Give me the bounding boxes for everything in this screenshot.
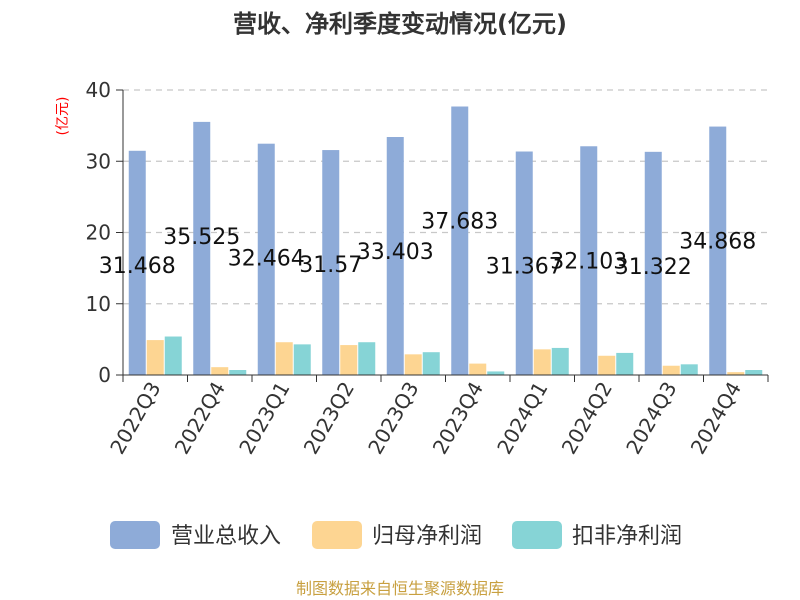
x-tick-label: 2024Q3 [621,378,681,459]
bar[interactable] [598,355,616,375]
data-label: 31.367 [486,255,563,280]
bar[interactable] [422,352,440,375]
chart-title: 营收、净利季度变动情况(亿元) [233,10,567,38]
bar[interactable] [551,347,569,375]
bar[interactable] [146,340,164,375]
bar[interactable] [727,372,745,375]
legend-swatch [512,521,562,549]
bar[interactable] [487,371,505,375]
bar[interactable] [322,150,340,375]
x-tick-label: 2023Q2 [299,378,359,459]
x-tick-label: 2024Q2 [557,378,617,459]
bar[interactable] [211,367,229,375]
legend-item[interactable]: 扣非净利润 [512,521,682,549]
bar[interactable] [293,344,311,375]
bar[interactable] [644,151,662,375]
grid-lines [123,89,768,305]
bar[interactable] [164,336,182,375]
data-label: 31.57 [299,253,362,278]
bar[interactable] [533,349,551,375]
data-label: 37.683 [421,210,498,235]
bar[interactable] [340,345,358,375]
data-label: 32.464 [228,247,305,272]
y-tick-label: 40 [86,78,111,102]
x-tick-label: 2022Q3 [105,378,165,459]
data-label: 31.468 [99,254,176,279]
y-axis-label: (亿元) [55,97,71,136]
x-tick-label: 2023Q3 [363,378,423,459]
bar[interactable] [275,342,293,375]
y-tick-label: 10 [86,292,111,316]
legend-label: 营业总收入 [171,524,281,549]
bar[interactable] [404,354,422,375]
x-tick-label: 2023Q4 [428,378,488,459]
legend-swatch [312,521,362,549]
bar[interactable] [709,126,727,376]
bar[interactable] [662,365,680,375]
y-tick-label: 30 [86,149,111,173]
data-label: 31.322 [615,255,692,280]
legend-item[interactable]: 营业总收入 [110,521,281,549]
x-tick-label: 2024Q4 [686,378,746,459]
bar[interactable] [745,370,763,375]
bar[interactable] [386,137,404,375]
bar[interactable] [515,151,533,375]
legend-swatch [110,521,160,549]
bar[interactable] [358,342,376,375]
legend-item[interactable]: 归母净利润 [312,521,482,549]
bar[interactable] [128,150,146,375]
bar[interactable] [469,363,487,375]
source-text: 制图数据来自恒生聚源数据库 [296,579,504,598]
bar[interactable] [257,143,275,375]
data-label: 33.403 [357,240,434,265]
bar[interactable] [580,146,598,375]
bar[interactable] [451,106,469,376]
bar[interactable] [680,364,698,375]
data-label: 32.103 [550,249,627,274]
x-tick-label: 2022Q4 [170,378,230,459]
bar[interactable] [229,370,247,375]
bars [128,106,763,376]
y-tick-label: 20 [86,221,111,245]
bar[interactable] [193,121,211,376]
data-label: 35.525 [163,225,240,250]
bar[interactable] [616,352,634,375]
y-tick-label: 0 [98,363,111,387]
x-tick-label: 2024Q1 [492,378,552,459]
legend[interactable]: 营业总收入 归母净利润 扣非净利润 [110,521,682,549]
legend-label: 扣非净利润 [572,524,682,549]
legend-label: 归母净利润 [372,524,482,549]
x-tick-label: 2023Q1 [234,378,294,459]
data-label: 34.868 [679,230,756,255]
